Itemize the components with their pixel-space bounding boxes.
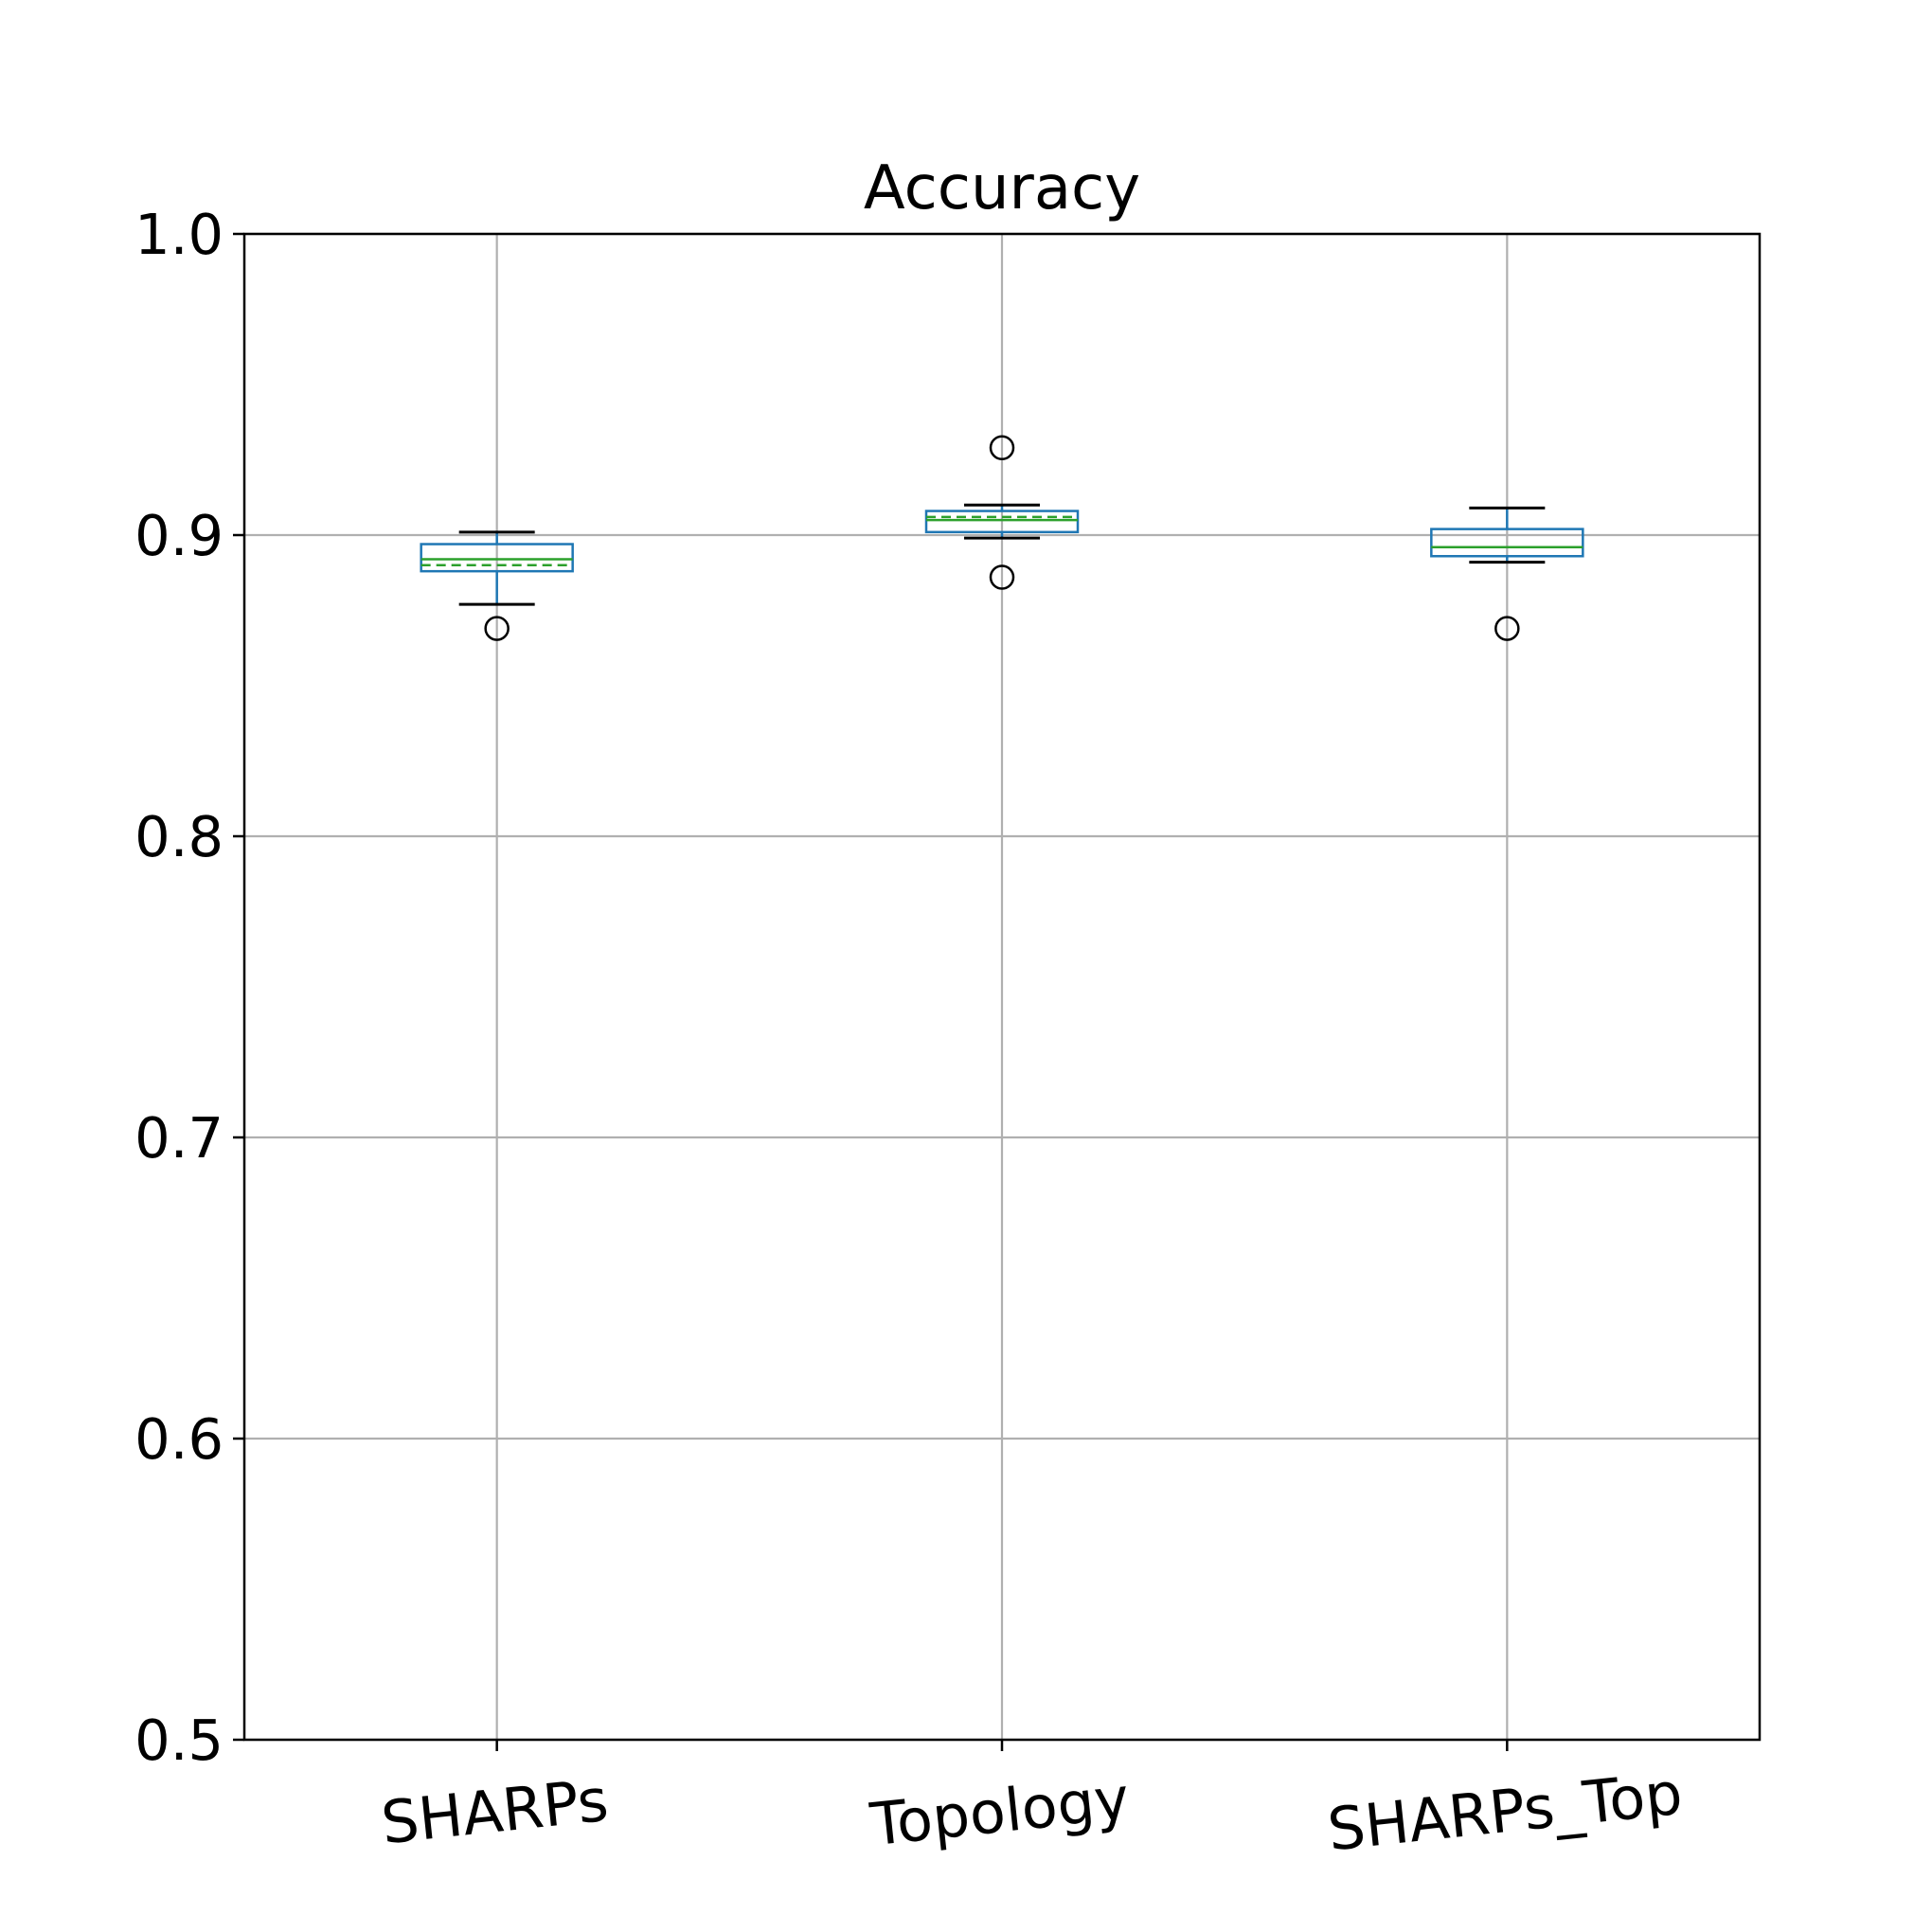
y-tick-label: 1.0: [134, 202, 224, 267]
box-iqr: [420, 543, 574, 573]
boxes-layer: [420, 435, 1584, 641]
y-tick-label: 0.5: [134, 1708, 224, 1773]
outlier-point: [989, 564, 1015, 590]
box-iqr: [924, 510, 1080, 534]
outlier-point: [484, 616, 510, 641]
box-iqr: [1430, 528, 1584, 558]
box-group-topology: [924, 435, 1080, 590]
outlier-point: [1494, 616, 1520, 641]
axis-layer: 0.5 0.6 0.7 0.8 0.9 1.0 SHARPs Topology SHARPs_T…: [134, 202, 1686, 1865]
y-tick-label: 0.8: [134, 804, 224, 869]
y-tick-label: 0.6: [134, 1406, 224, 1472]
box-group-sharps: [420, 530, 574, 641]
y-tick-label: 0.9: [134, 503, 224, 568]
box-group-sharps-top: [1430, 506, 1584, 641]
y-tick-label: 0.7: [134, 1105, 224, 1171]
outlier-point: [989, 435, 1015, 461]
x-tick-label: SHARPs_Top: [1324, 1759, 1685, 1865]
chart-title: Accuracy: [864, 153, 1140, 224]
x-tick-label: Topology: [867, 1763, 1133, 1859]
x-tick-label: SHARPs: [378, 1765, 611, 1858]
